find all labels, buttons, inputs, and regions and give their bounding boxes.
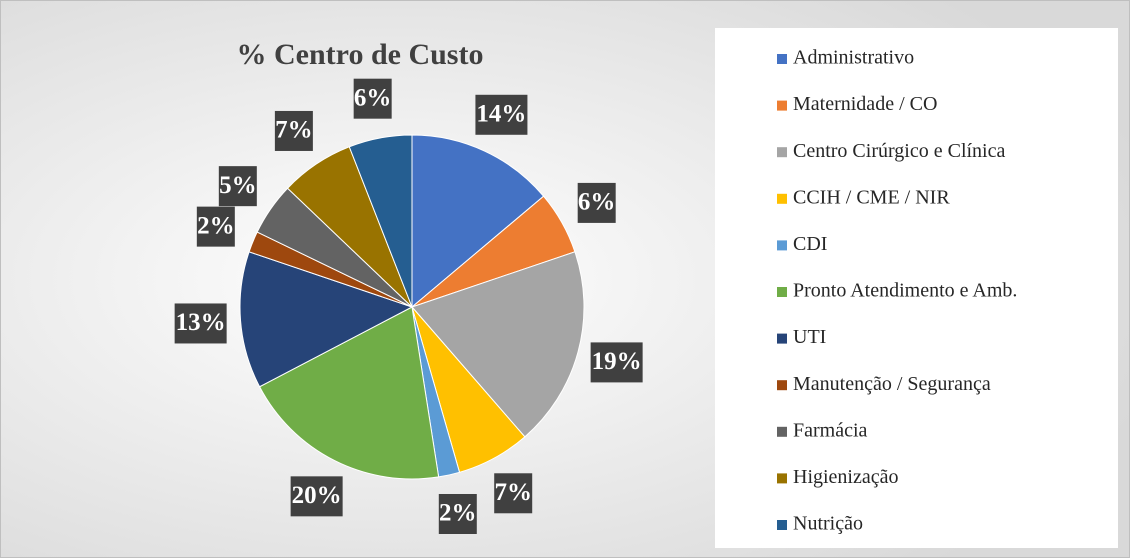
- legend-label: Administrativo: [793, 47, 914, 69]
- pie-slice: [411, 251, 585, 438]
- data-label: 6%: [578, 189, 616, 216]
- legend-label: Farmácia: [793, 419, 868, 441]
- pie-slice: [239, 251, 414, 388]
- legend-swatch: [777, 147, 787, 158]
- legend-label: Manutenção / Segurança: [793, 373, 991, 395]
- legend-swatch: [777, 473, 787, 484]
- legend-label: Centro Cirúrgico e Clínica: [793, 140, 1005, 162]
- data-label-box: [353, 78, 392, 119]
- data-label: 19%: [592, 348, 642, 375]
- data-label-box: [590, 342, 643, 383]
- data-label: 13%: [176, 309, 226, 336]
- data-label-box: [475, 94, 528, 135]
- legend-label: Pronto Atendimento e Amb.: [793, 280, 1017, 302]
- legend-swatch: [777, 380, 787, 391]
- data-label-box: [274, 110, 313, 151]
- pie-slice: [348, 134, 413, 308]
- pie-slice: [411, 134, 545, 309]
- legend-swatch: [777, 520, 787, 530]
- data-label-box: [438, 493, 477, 534]
- data-label: 7%: [494, 479, 532, 506]
- legend-label: Nutrição: [793, 513, 863, 535]
- legend-label: Higienização: [793, 466, 899, 488]
- legend-swatch: [777, 333, 787, 344]
- legend-label: UTI: [793, 326, 826, 348]
- data-label-box: [577, 182, 616, 223]
- legend-label: CDI: [793, 233, 827, 255]
- legend-swatch: [777, 240, 787, 251]
- legend-swatch: [777, 54, 787, 64]
- data-label-box: [196, 206, 235, 247]
- data-label-box: [290, 476, 343, 517]
- data-label: 6%: [354, 84, 392, 111]
- legend-swatch: [777, 193, 787, 204]
- data-label-box: [218, 166, 257, 207]
- chart-title: % Centro de Custo: [237, 38, 484, 71]
- data-label: 7%: [275, 117, 313, 144]
- legend-label: CCIH / CME / NIR: [793, 186, 950, 208]
- pie-slice: [258, 306, 440, 480]
- legend-swatch: [777, 100, 787, 111]
- data-label: 2%: [197, 212, 235, 239]
- legend-label: Maternidade / CO: [793, 93, 937, 115]
- data-label-box: [174, 303, 227, 344]
- legend-swatch: [777, 287, 787, 297]
- data-label: 20%: [292, 482, 342, 509]
- data-label: 2%: [439, 500, 477, 527]
- data-label: 14%: [476, 101, 526, 128]
- legend-swatch: [777, 426, 787, 437]
- data-label: 5%: [219, 172, 257, 199]
- data-label-box: [494, 473, 533, 514]
